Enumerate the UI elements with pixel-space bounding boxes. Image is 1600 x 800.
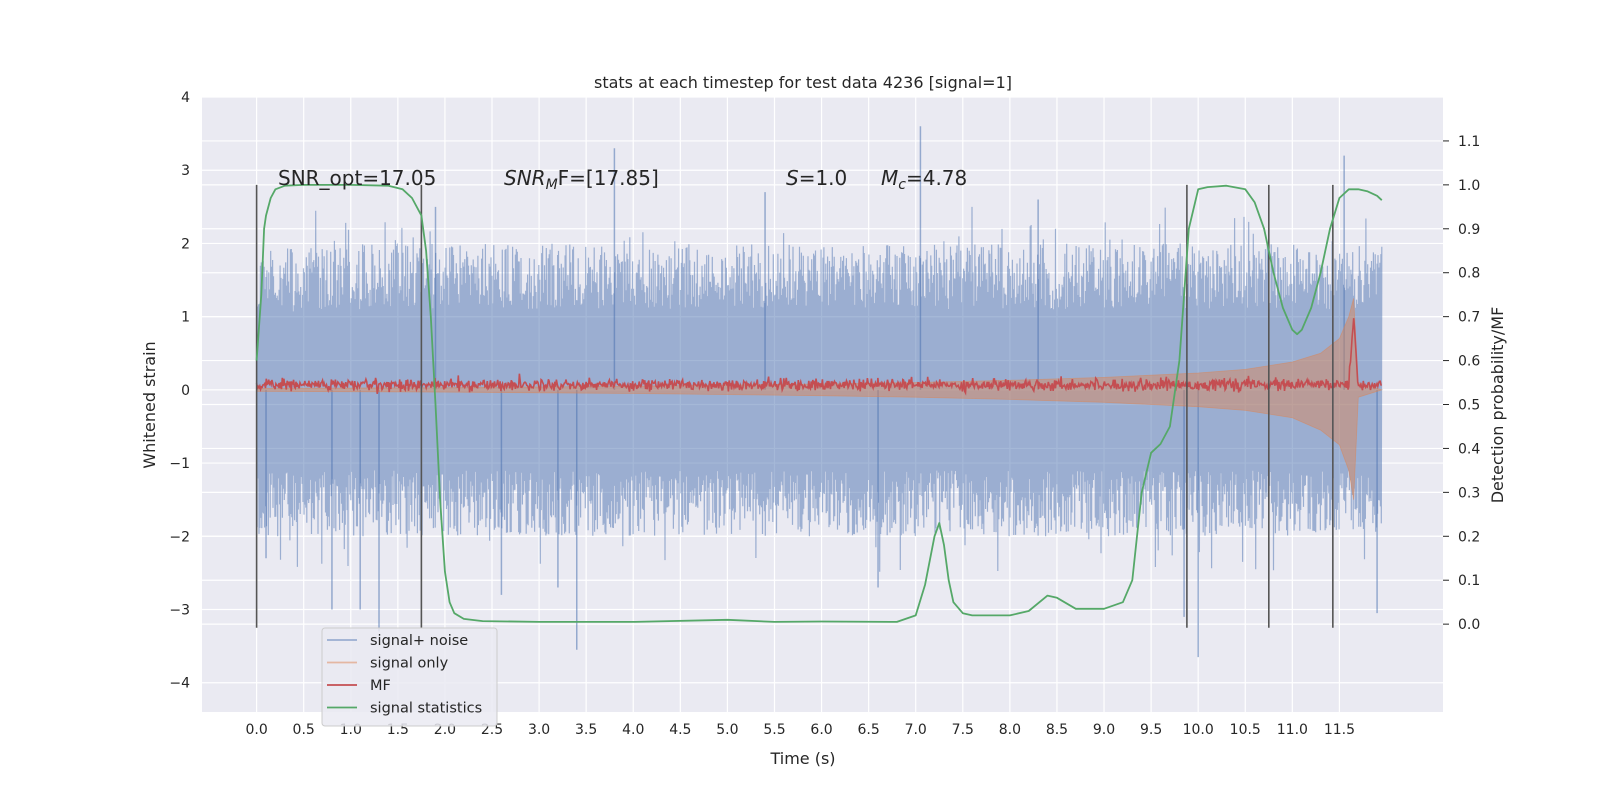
legend: signal+ noise signal only MF signal statist… [321,627,498,727]
x-tick-label: 10.0 [1183,722,1214,738]
x-tick-label: 0.0 [245,722,267,738]
x-tick-label: 8.0 [999,722,1021,738]
y-tick-labels: 4 3 2 1 0 −1 −2 −3 −4 [169,90,190,692]
annotations: SNR_opt=17.05 SNRMF=[17.85] S=1.0 Mc=4.7… [278,166,967,193]
y2-tick-label: 0.7 [1458,310,1480,326]
y2-axis-label: Detection probability/MF [1488,307,1507,504]
x-tick-label: 5.5 [763,722,785,738]
x-tick-label: 9.0 [1093,722,1115,738]
x-tick-label: 6.0 [810,722,832,738]
x-tick-label: 8.5 [1046,722,1068,738]
y-tick-label: −4 [169,676,190,692]
x-tick-label: 4.5 [669,722,691,738]
snr-mf-value: F=[17.85] [558,166,659,190]
y2-tick-label: 0.5 [1458,398,1480,414]
s-symbol: S [786,166,799,190]
x-tick-label: 9.5 [1140,722,1162,738]
y2-tick-label: 0.6 [1458,354,1480,370]
x-tick-labels: 0.0 0.5 1.0 1.5 2.0 2.5 3.0 3.5 4.0 4.5 5.0 5.5 6.0 6… [245,722,1355,738]
legend-label: signal statistics [370,701,482,717]
y2-tick-label: 0.0 [1458,617,1480,633]
x-tick-label: 10.5 [1230,722,1261,738]
x-tick-label: 4.0 [622,722,644,738]
y-tick-label: −3 [169,603,190,619]
signal-noise-series [256,206,1383,572]
y-tick-label: 2 [181,236,190,252]
y2-tick-label: 0.4 [1458,441,1480,457]
x-tick-label: 6.5 [858,722,880,738]
s-value: =1.0 [799,166,848,190]
chirp-mass-value: =4.78 [906,166,967,190]
legend-label: signal only [370,656,449,672]
signal-noise-spikes [265,126,1378,658]
x-axis-label: Time (s) [769,749,835,768]
snr-opt-annotation: SNR_opt=17.05 [278,166,436,190]
y2-tick-label: 0.9 [1458,222,1480,238]
y-tick-label: 4 [181,90,190,106]
x-tick-label: 0.5 [293,722,315,738]
y2-tick-label: 0.1 [1458,573,1480,589]
x-tick-label: 3.5 [575,722,597,738]
y-tick-label: −2 [169,529,190,545]
y2-tick-label: 0.8 [1458,266,1480,282]
legend-label: MF [370,678,391,694]
x-tick-label: 3.0 [528,722,550,738]
mf-series [255,318,1382,396]
y2-tick-label: 0.2 [1458,529,1480,545]
vertical-lines [255,184,1334,628]
legend-label: signal+ noise [370,633,468,649]
x-tick-label: 7.5 [952,722,974,738]
y2-tick-labels: 1.1 1.0 0.9 0.8 0.7 0.6 0.5 0.4 0.3 0.2 0.1 0.0 [1443,134,1480,633]
chart-title: stats at each timestep for test data 423… [594,73,1012,92]
signal-statistics-series [255,184,1383,623]
snr-mf-subscript: M [546,177,558,193]
chirp-mass-subscript: c [898,177,906,193]
snr-mf-symbol: SNR [504,166,546,190]
y2-tick-label: 0.3 [1458,485,1480,501]
chirp-mass-symbol: M [881,166,898,190]
x-tick-label: 7.0 [905,722,927,738]
y2-tick-label: 1.0 [1458,178,1480,194]
y-tick-label: −1 [169,456,190,472]
x-tick-label: 11.0 [1277,722,1308,738]
y-tick-label: 1 [181,310,190,326]
legend-frame [321,627,498,727]
plot-area: 0.0 0.5 1.0 1.5 2.0 2.5 3.0 3.5 4.0 4.5 5.0 5.5 6.0 6… [169,90,1480,738]
y-tick-label: 0 [181,383,190,399]
s-annotation: S=1.0 [786,166,847,190]
y2-tick-label: 1.1 [1458,134,1480,150]
chirp-mass-annotation: Mc=4.78 [881,166,967,193]
y-tick-label: 3 [181,163,190,179]
x-tick-label: 5.0 [716,722,738,738]
y-axis-label: Whitened strain [140,341,159,468]
snr-mf-annotation: SNRMF=[17.85] [504,166,659,193]
x-tick-label: 11.5 [1324,722,1355,738]
